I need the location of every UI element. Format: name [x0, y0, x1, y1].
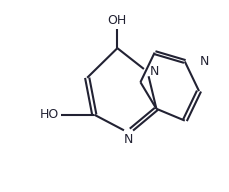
- Text: N: N: [123, 133, 133, 146]
- Text: N: N: [150, 65, 160, 78]
- Text: OH: OH: [108, 14, 127, 27]
- Text: HO: HO: [40, 108, 59, 121]
- Text: N: N: [200, 55, 209, 68]
